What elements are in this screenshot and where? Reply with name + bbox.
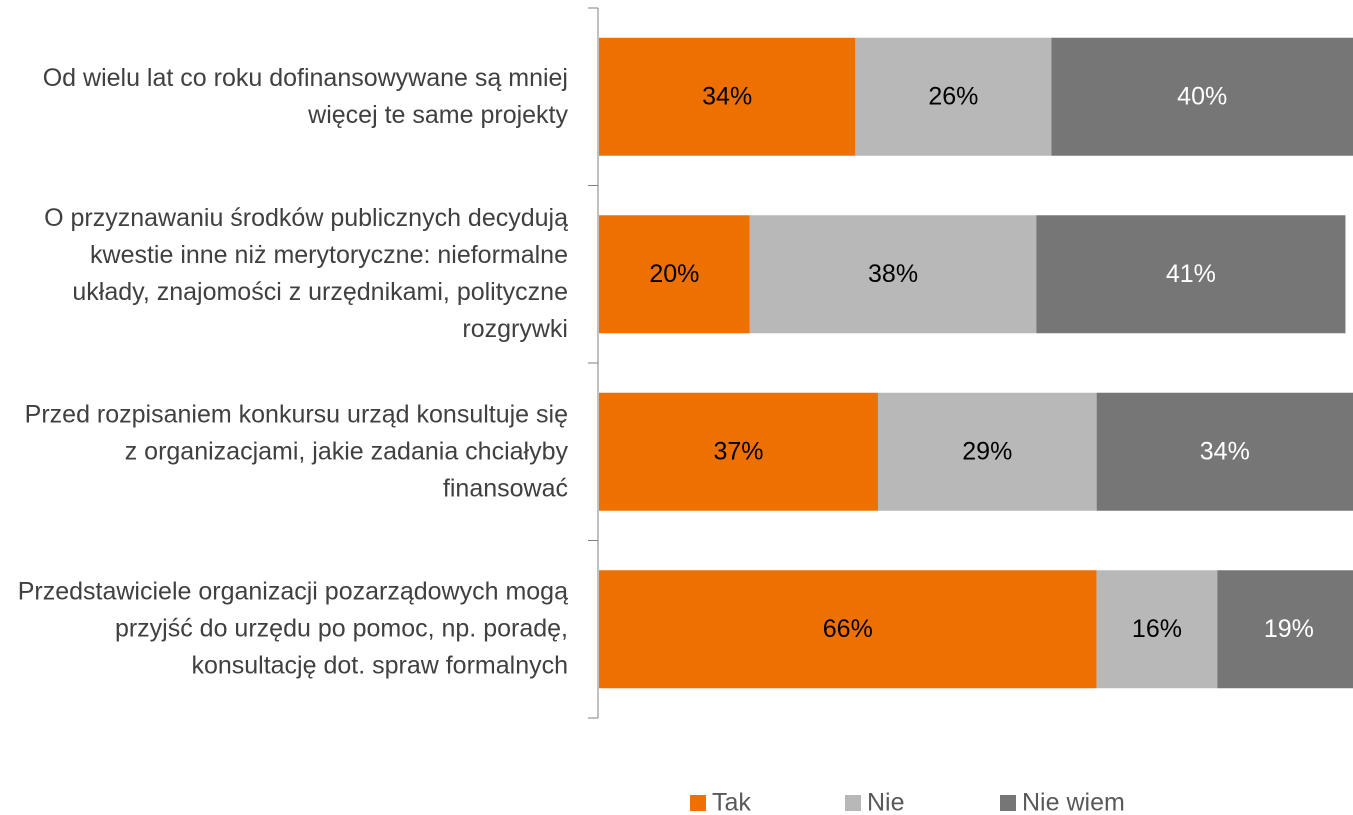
data-label: 37% [713,437,763,465]
legend-swatch [690,795,706,811]
bar-segment [599,392,878,511]
data-label: 16% [1132,615,1182,643]
legend-swatch [1000,795,1016,811]
data-label: 20% [649,260,699,288]
data-label: 29% [962,437,1012,465]
bar-segment [749,215,1037,334]
data-label: 34% [1200,437,1250,465]
legend-label: Tak [712,789,751,815]
bar-segment [599,215,750,334]
bar-segment [1096,570,1218,689]
legend-label: Nie [867,789,905,815]
data-label: 41% [1166,260,1216,288]
category-label: Przedstawiciele organizacji pozarządowyc… [17,577,568,680]
bar-segment [1096,392,1353,511]
bar-segment [855,37,1052,156]
legend-label: Nie wiem [1022,789,1125,815]
data-label: 38% [868,260,918,288]
bar-segment [1051,37,1353,156]
data-label: 34% [702,82,752,110]
bar-segment [599,570,1097,689]
category-label: O przyznawaniu środków publicznych decyd… [44,204,568,344]
data-label: 40% [1177,82,1227,110]
category-label: Przed rozpisaniem konkursu urząd konsult… [24,400,568,503]
legend-swatch [845,795,861,811]
data-label: 66% [823,615,873,643]
bar-segment [1217,570,1353,689]
bar-segment [1036,215,1346,334]
category-label: Od wielu lat co roku dofinansowywane są … [42,63,568,129]
data-label: 26% [928,82,978,110]
bar-segment [599,37,856,156]
bar-segment [877,392,1097,511]
data-label: 19% [1264,615,1314,643]
